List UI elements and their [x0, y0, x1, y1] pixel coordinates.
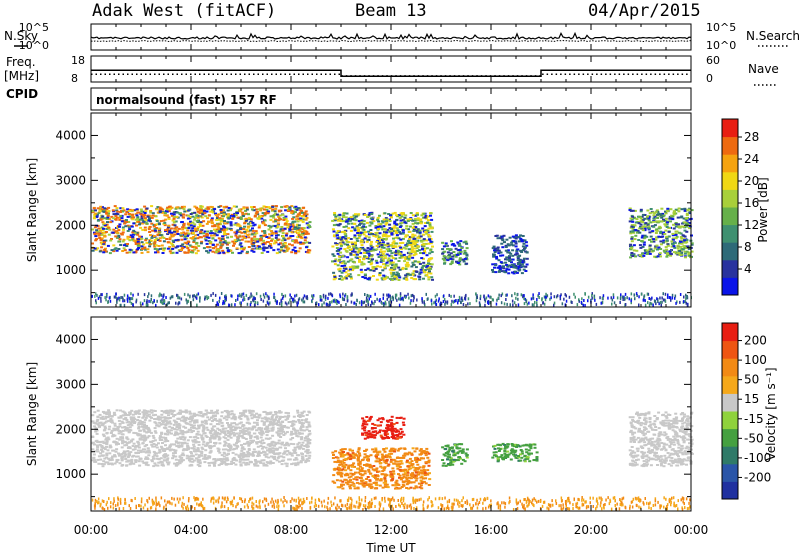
time-tick-label: 00:00	[74, 523, 109, 537]
power-colorbar-tick: 20	[744, 174, 759, 188]
noise-left-tick-top: 10^5	[19, 21, 49, 34]
velocity-echo-region	[91, 409, 312, 468]
power-colorbar-swatch	[722, 207, 738, 226]
power-colorbar-swatch	[722, 259, 738, 278]
time-axis-label: Time UT	[365, 541, 416, 554]
velocity-echo-region	[628, 411, 694, 468]
nave-tick-top: 60	[706, 54, 720, 67]
velocity-echo-region	[441, 443, 469, 467]
power-echo-region	[491, 234, 529, 275]
velocity-colorbar-swatch	[722, 323, 738, 342]
freq-label: Freq.	[6, 55, 36, 69]
velocity-colorbar-swatch	[722, 411, 738, 430]
time-tick-label: 12:00	[374, 523, 409, 537]
power-echo-region	[628, 207, 694, 259]
time-tick-label: 08:00	[274, 523, 309, 537]
station-title: Adak West (fitACF)	[92, 1, 276, 21]
time-tick-label: 20:00	[574, 523, 609, 537]
power-colorbar-swatch	[722, 224, 738, 243]
velocity-colorbar-swatch	[722, 428, 738, 447]
velocity-colorbar-swatch	[722, 375, 738, 394]
power-panel: 1000 2000 3000 4000 Slant Range [km] 4 8 12 16…	[25, 112, 770, 308]
power-ytick-label: 4000	[55, 128, 86, 142]
power-colorbar-swatch	[722, 277, 738, 296]
power-colorbar-tick: 8	[744, 240, 752, 254]
noise-right-tick-top: 10^5	[706, 21, 736, 34]
time-tick-label: 16:00	[474, 523, 509, 537]
freq-tick-top: 18	[71, 54, 85, 67]
velocity-echo-region	[361, 415, 406, 440]
power-colorbar-swatch	[722, 136, 738, 155]
nave-tick-bottom: 0	[706, 72, 713, 85]
nave-line	[91, 73, 691, 77]
velocity-ytick-label: 2000	[55, 422, 86, 436]
velocity-echo-region	[331, 447, 432, 490]
velocity-echo-region	[491, 442, 539, 463]
velocity-colorbar-tick: 15	[744, 392, 759, 406]
power-colorbar-tick: 16	[744, 196, 759, 210]
freq-unit-label: [MHz]	[4, 69, 39, 83]
cpid-label: CPID	[6, 87, 38, 101]
power-echo-region	[331, 211, 434, 281]
velocity-colorbar-swatch	[722, 446, 738, 465]
power-ytick-label: 3000	[55, 173, 86, 187]
power-colorbar-swatch	[722, 242, 738, 261]
power-near-range-clutter	[91, 292, 692, 307]
power-colorbar-tick: 28	[744, 130, 759, 144]
velocity-colorbar-tick: -200	[744, 470, 771, 484]
velocity-colorbar-tick: -100	[744, 451, 771, 465]
power-colorbar-swatch	[722, 119, 738, 138]
power-colorbar-tick: 4	[744, 262, 752, 276]
time-tick-label: 00:00	[674, 523, 709, 537]
power-ytick-label: 1000	[55, 263, 86, 277]
power-colorbar-tick: 12	[744, 218, 759, 232]
power-colorbar-label: Power [dB]	[756, 177, 770, 242]
noise-right-tick-bottom: 10^0	[706, 39, 736, 52]
velocity-colorbar-label: Velocity [m s⁻¹]	[764, 367, 778, 460]
time-axis: 00:00 04:00 08:00 12:00 16:00 20:00 00:00	[74, 24, 709, 537]
nsearch-label: N.Search	[746, 29, 800, 43]
velocity-colorbar-tick: -15	[744, 412, 764, 426]
velocity-colorbar-swatch	[722, 463, 738, 482]
power-colorbar-swatch	[722, 171, 738, 190]
velocity-ytick-label: 4000	[55, 332, 86, 346]
nave-label: Nave	[748, 62, 779, 76]
velocity-colorbar-tick: 200	[744, 334, 767, 348]
nsearch-line	[90, 39, 692, 43]
velocity-colorbar-tick: 100	[744, 353, 767, 367]
power-echo-region	[91, 205, 312, 255]
velocity-colorbar-swatch	[722, 481, 738, 500]
nsky-line	[90, 31, 692, 41]
velocity-ytick-label: 1000	[55, 467, 86, 481]
velocity-colorbar-tick: 50	[744, 373, 759, 387]
velocity-near-range-clutter	[91, 496, 692, 511]
beam-title: Beam 13	[355, 1, 427, 21]
time-tick-label: 04:00	[174, 523, 209, 537]
nsky-label: N.Sky	[4, 29, 38, 43]
velocity-colorbar-swatch	[722, 358, 738, 377]
freq-tick-bottom: 8	[71, 72, 78, 85]
date-title: 04/Apr/2015	[588, 1, 701, 21]
power-ylabel: Slant Range [km]	[25, 158, 39, 262]
power-colorbar-tick: 24	[744, 152, 759, 166]
velocity-ylabel: Slant Range [km]	[25, 362, 39, 466]
power-ytick-label: 2000	[55, 218, 86, 232]
velocity-ytick-label: 3000	[55, 377, 86, 391]
velocity-colorbar-tick: -50	[744, 431, 764, 445]
velocity-colorbar-swatch	[722, 340, 738, 359]
velocity-colorbar-swatch	[722, 393, 738, 412]
power-colorbar-swatch	[722, 189, 738, 208]
power-echo-region	[441, 240, 469, 266]
noise-left-tick-bottom: 10^0	[19, 39, 49, 52]
cpid-value: normalsound (fast) 157 RF	[96, 93, 277, 107]
noise-panel: N.Sky 10^5 10^0 10^5 10^0 N.Search	[4, 21, 800, 52]
power-colorbar-swatch	[722, 154, 738, 173]
velocity-panel: 1000 2000 3000 4000 Slant Range [km] 200 100…	[25, 316, 778, 512]
